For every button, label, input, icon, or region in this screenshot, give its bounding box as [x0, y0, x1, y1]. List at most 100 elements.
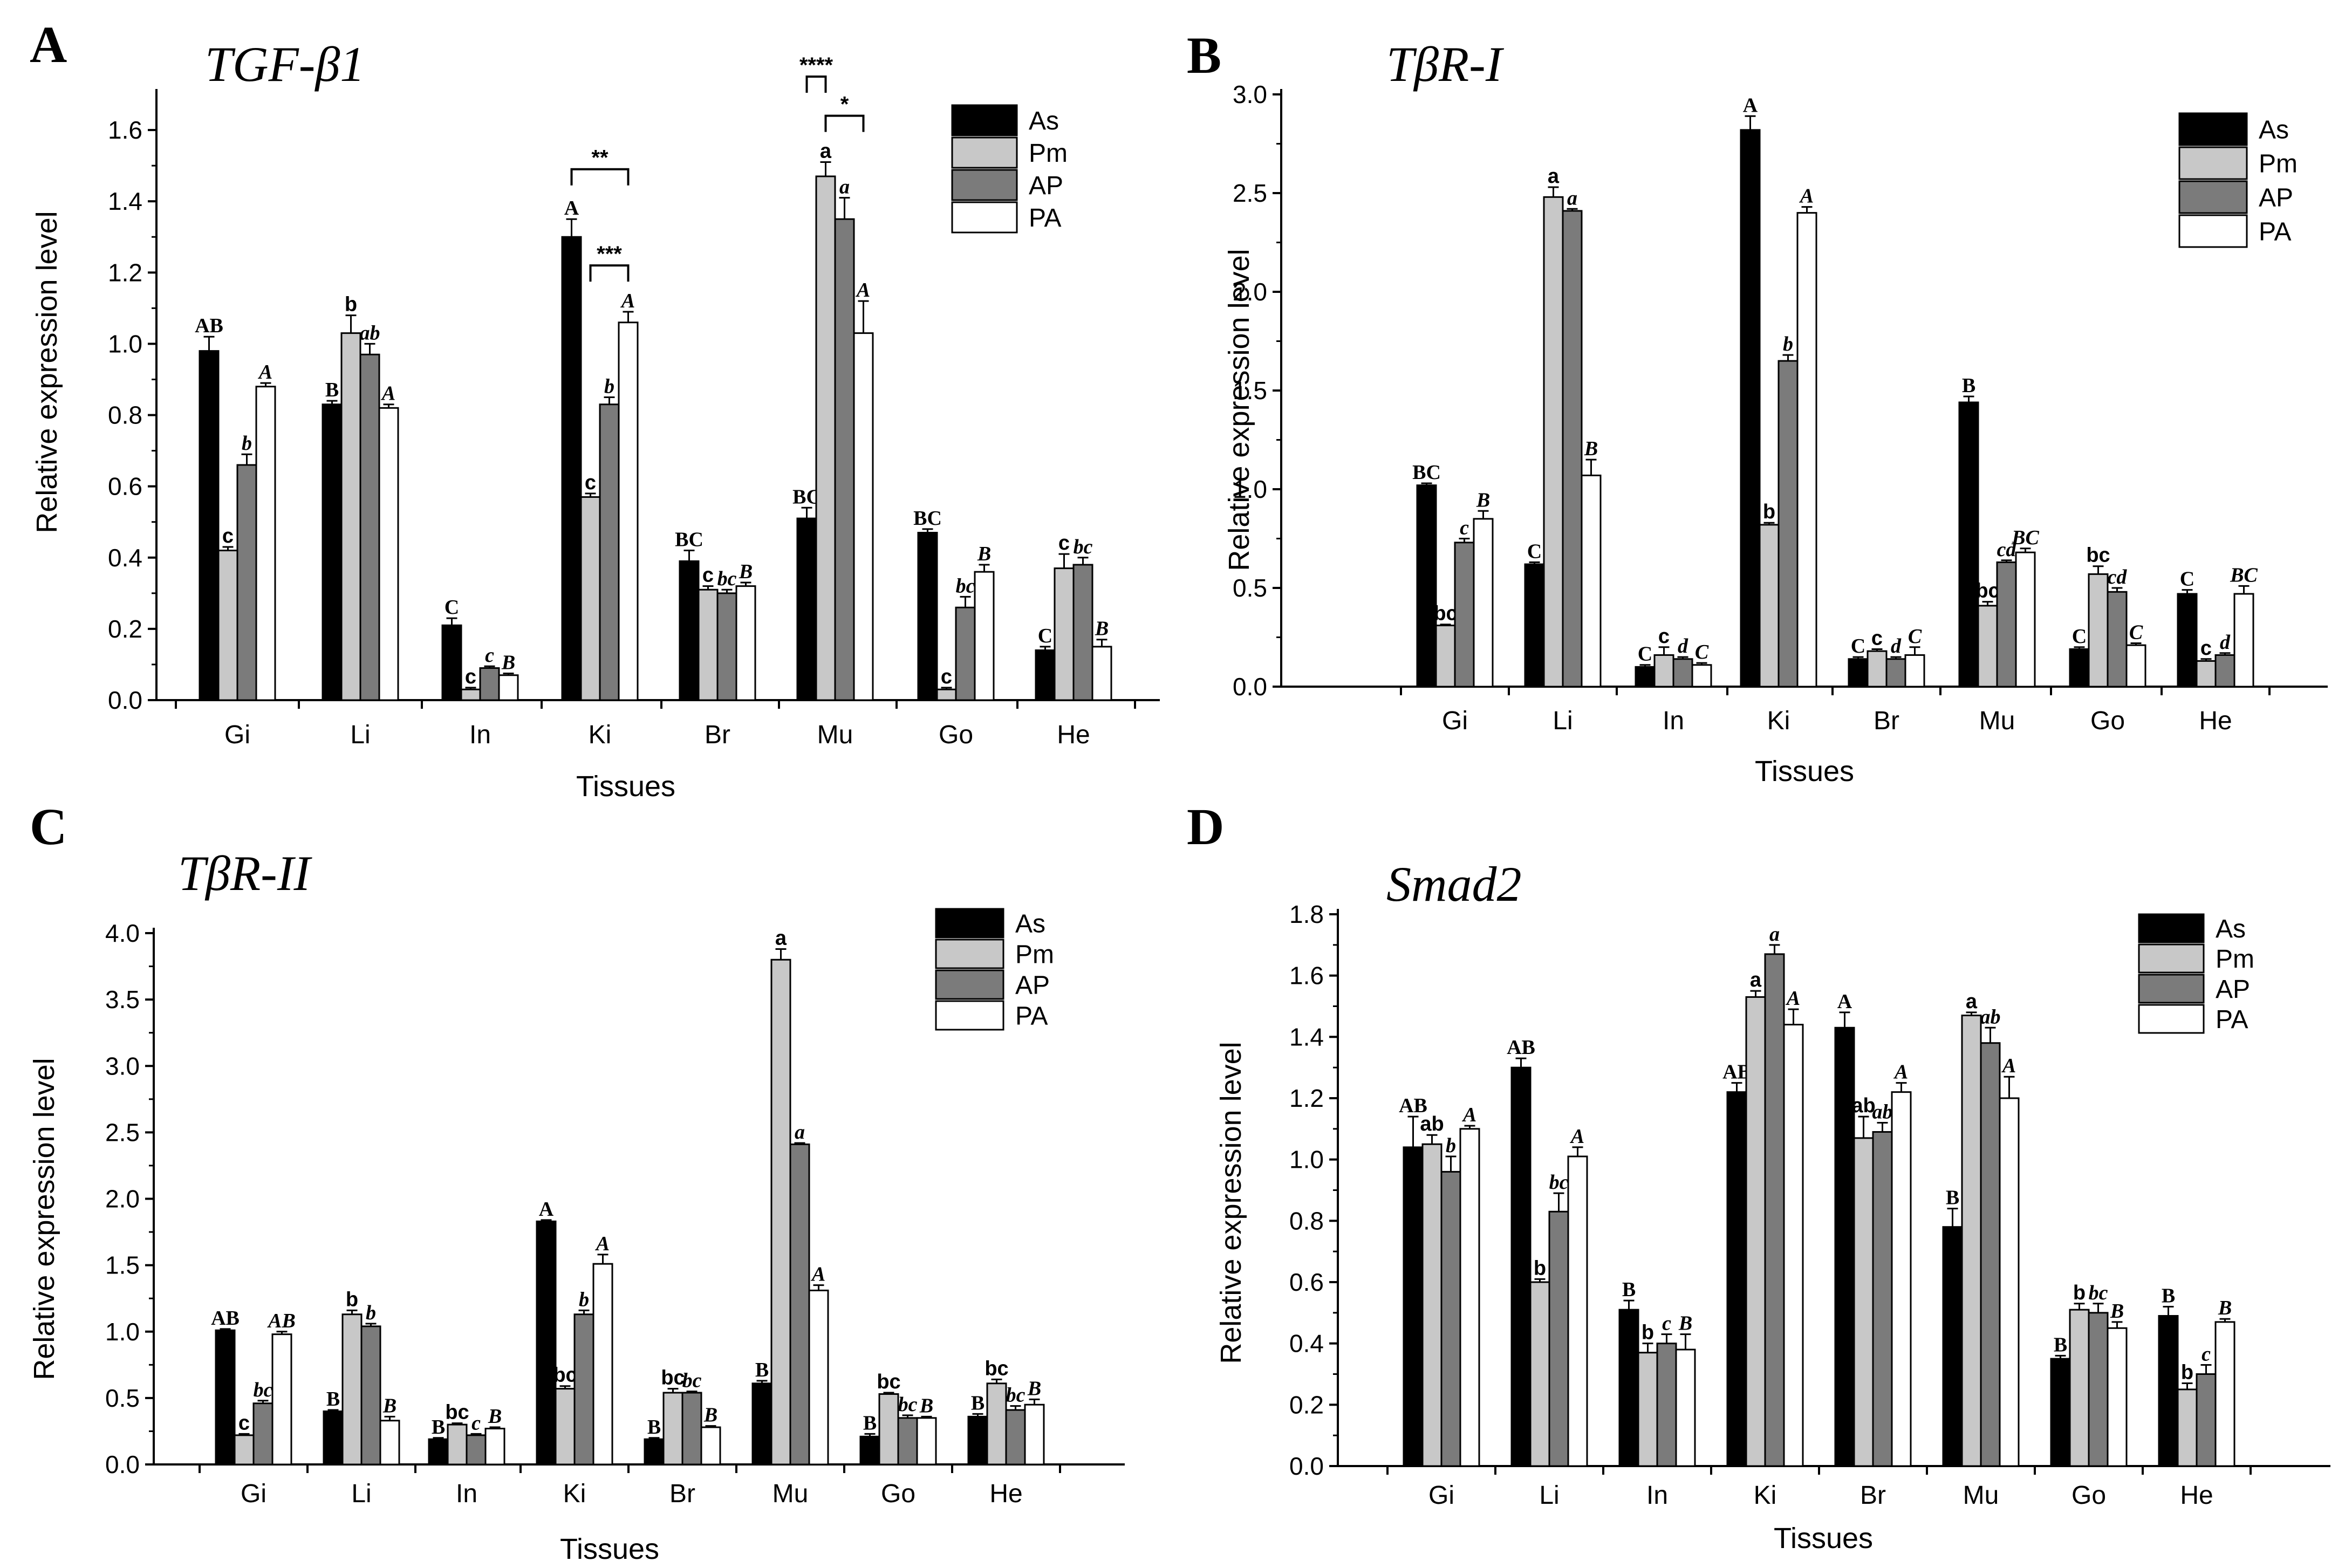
panel-d-bar-pm	[2177, 1388, 2198, 1467]
panel-d-category-label: Mu	[1963, 1481, 1999, 1510]
panel-d-bar-as	[2050, 1358, 2071, 1467]
panel-c-y-tick-label: 1.5	[105, 1251, 140, 1279]
panel-d-legend-label: PA	[2216, 1005, 2248, 1034]
panel-d-bar-pm	[1529, 1281, 1550, 1467]
panel-c-sig-label: B	[1027, 1377, 1041, 1400]
panel-c-category-label: In	[456, 1480, 477, 1508]
panel-d-sig-label: a	[1769, 923, 1780, 946]
panel-b-sig-label: d	[2220, 631, 2231, 654]
panel-d-sig-label: AB	[1399, 1094, 1427, 1117]
panel-c-bar-pa	[916, 1417, 937, 1466]
panel-a-sig-label: B	[977, 543, 991, 565]
panel-a-sig-label: C	[1038, 625, 1052, 647]
panel-b-bar-pa	[2015, 551, 2036, 688]
panel-a-bar-pa	[255, 386, 276, 701]
panel-a-bar-as	[679, 560, 700, 701]
panel-d-bar-pm	[1853, 1137, 1874, 1467]
panel-c-y-tick-label: 0.0	[105, 1450, 140, 1478]
panel-b-y-tick-label: 2.0	[1233, 278, 1267, 306]
panel-c-legend-swatch-pa	[935, 1000, 1004, 1031]
panel-d-category-label: In	[1646, 1481, 1668, 1510]
panel-c-bar-pm	[234, 1434, 255, 1466]
panel-d-bar-ap	[2088, 1312, 2109, 1467]
panel-d-category-label: Gi	[1428, 1481, 1454, 1510]
panel-b-sig-label: c	[1658, 625, 1670, 648]
panel-b-category-label: Mu	[1979, 707, 2015, 735]
panel-d-sig-label: b	[2181, 1361, 2193, 1384]
panel-a-bar-ap	[834, 218, 855, 701]
panel-c-title: TβR-II	[178, 846, 312, 901]
panel-d-title: Smad2	[1386, 857, 1521, 912]
panel-a-sig-label: ab	[360, 321, 380, 344]
panel-d-sig-label: A	[1786, 987, 1800, 1010]
panel-d-bar-pa	[1891, 1091, 1912, 1467]
panel-b-legend-label: Pm	[2259, 150, 2298, 179]
panel-a-sig-label: b	[604, 375, 614, 398]
panel-a-sig-label: c	[1058, 532, 1070, 554]
panel-d-y-axis-title: Relative expression level	[1215, 1042, 1247, 1364]
panel-d-category-label: He	[2180, 1481, 2213, 1510]
panel-b-sig-label: B	[1584, 437, 1598, 460]
panel-b-bar-as	[2177, 593, 2198, 688]
panel-d-sig-label: A	[1893, 1061, 1908, 1084]
panel-d-sig-label: A	[1462, 1104, 1476, 1126]
panel-b-legend-label: As	[2259, 116, 2289, 145]
panel-d-bar-pa	[1675, 1348, 1696, 1467]
panel-b-sig-label: BC	[1412, 461, 1441, 484]
panel-b-sig-label: A	[1799, 185, 1814, 208]
panel-a-significance-stars: ***	[597, 242, 622, 266]
panel-b-bar-pm	[1435, 625, 1456, 688]
panel-d-legend-swatch-ap	[2138, 974, 2205, 1004]
panel-d-bar-as	[1942, 1226, 1963, 1467]
panel-c-letter: C	[30, 798, 67, 855]
panel-c-sig-label: bc	[877, 1371, 900, 1393]
panel-d-bar-ap	[1872, 1131, 1893, 1467]
panel-b-bar-ap	[1672, 658, 1693, 688]
panel-a-sig-label: c	[585, 471, 596, 494]
panel-d-sig-label: bc	[1549, 1171, 1569, 1194]
panel-b-bar-as	[1524, 563, 1545, 688]
panel-d-y-tick-label: 1.8	[1289, 900, 1324, 928]
panel-d-letter: D	[1187, 798, 1224, 855]
panel-c-category-label: Gi	[241, 1480, 266, 1508]
panel-d-sig-label: B	[2218, 1297, 2232, 1319]
panel-d-y-tick-label: 1.0	[1289, 1146, 1324, 1174]
panel-b-bar-pa	[2125, 644, 2146, 688]
panel-a-y-tick-label: 0.2	[108, 615, 142, 643]
panel-a-bar-as	[199, 350, 220, 701]
panel-b-sig-label: bc	[1433, 602, 1457, 625]
panel-d-category-label: Br	[1860, 1481, 1886, 1510]
panel-a-significance-bracket	[824, 114, 865, 132]
panel-b-y-tick-label: 0.0	[1233, 673, 1267, 701]
panel-b-bar-ap	[2107, 591, 2128, 688]
panel-d-category-label: Ki	[1754, 1481, 1777, 1510]
panel-c-sig-label: AB	[211, 1307, 240, 1330]
panel-a-bar-pm	[815, 175, 836, 701]
panel-b-y-tick-label: 3.0	[1233, 80, 1267, 108]
panel-a-sig-label: c	[485, 644, 494, 667]
panel-c-bar-pm	[555, 1388, 576, 1466]
panel-a-significance-stars: *	[840, 93, 849, 117]
panel-d-sig-label: A	[2001, 1055, 2016, 1077]
panel-a-bar-as	[322, 403, 343, 701]
panel-b-sig-label: bc	[2086, 544, 2110, 567]
panel-d-bar-as	[2158, 1315, 2179, 1467]
panel-a-y-tick-label: 1.2	[108, 258, 142, 286]
panel-a-legend-label: PA	[1029, 204, 1061, 232]
panel-d-sig-label: B	[1946, 1187, 1959, 1209]
panel-c-bar-pa	[271, 1333, 292, 1466]
panel-c-sig-label: b	[346, 1288, 358, 1311]
panel-d-bar-ap	[1980, 1042, 2001, 1467]
panel-c-category-label: He	[989, 1480, 1022, 1508]
panel-c-bar-as	[323, 1410, 344, 1466]
panel-d-bar-pa	[2214, 1321, 2235, 1467]
panel-b-sig-label: b	[1763, 501, 1775, 523]
panel-d-sig-label: a	[1966, 990, 1978, 1013]
panel-b-sig-label: C	[2180, 568, 2194, 591]
panel-d-y-tick-label: 1.4	[1289, 1023, 1324, 1051]
panel-c-y-tick-label: 2.5	[105, 1118, 140, 1146]
panel-d-legend-swatch-as	[2138, 913, 2205, 943]
panel-c-legend-label: As	[1015, 910, 1045, 939]
panel-b-sig-label: A	[1743, 94, 1758, 117]
panel-c-x-axis-title: Tissues	[560, 1533, 659, 1565]
